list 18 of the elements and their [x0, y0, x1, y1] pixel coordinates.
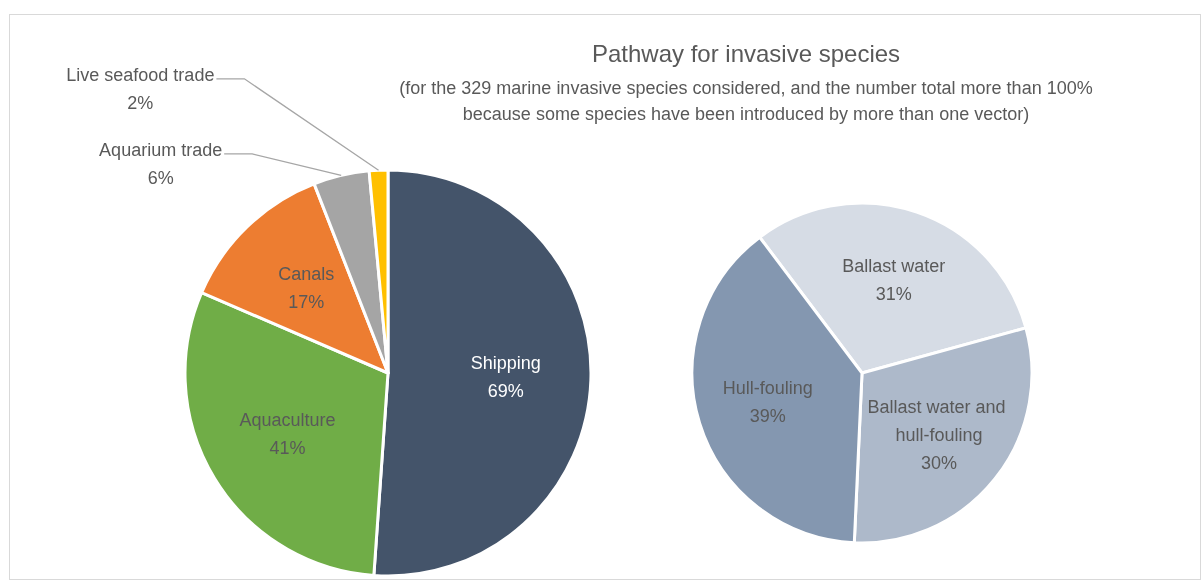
slice-label: Ballast water and hull-fouling	[867, 396, 1011, 445]
data-label: 69%	[487, 381, 524, 402]
slice-label: Live seafood trade	[66, 64, 215, 85]
data-label: 17%	[288, 292, 325, 313]
slice-label: Ballast water	[842, 255, 946, 276]
slice-label: Hull-fouling	[722, 378, 813, 399]
data-label: 6%	[147, 167, 174, 188]
text: (for the 329 marine invasive species considered, and the number total more than 100% because some species have been introduced by more than one vector)	[399, 78, 1093, 124]
data-label: 30%	[921, 452, 958, 473]
slice-label: Canals	[278, 264, 335, 285]
slice-label: Aquaculture	[239, 410, 336, 431]
data-label: 41%	[269, 438, 306, 459]
data-label: 39%	[749, 406, 786, 427]
slice-label: Shipping	[470, 353, 541, 374]
data-label: 2%	[127, 92, 154, 113]
text: Pathway for invasive species	[591, 39, 901, 67]
slice-label: Aquarium trade	[99, 139, 223, 160]
data-label: 31%	[875, 283, 912, 304]
